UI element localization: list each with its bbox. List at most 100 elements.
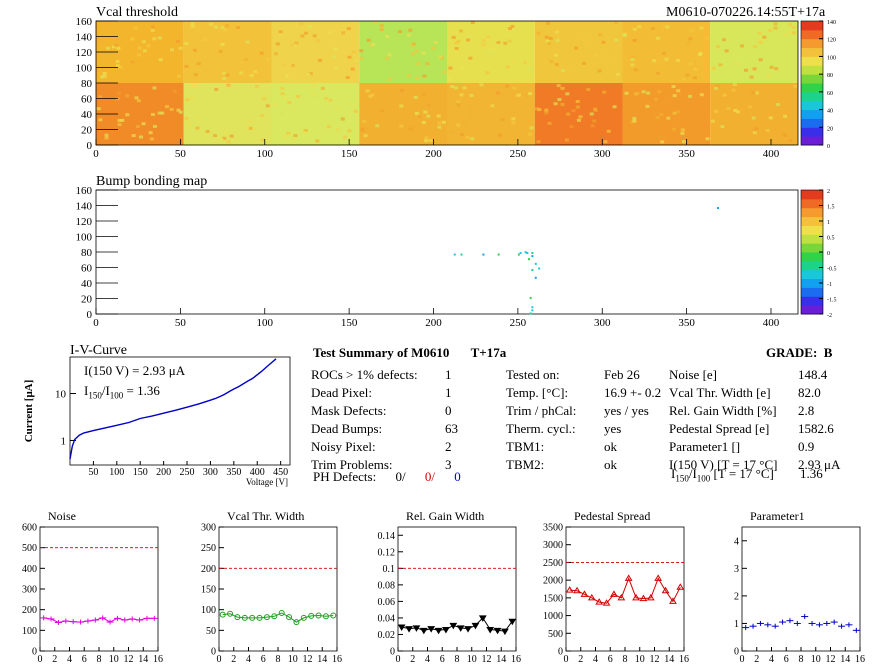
roc-noise-pixel: [567, 69, 572, 73]
roc-noise-pixel: [614, 38, 619, 42]
data-point: [315, 612, 322, 619]
data-point: [632, 593, 640, 601]
roc-noise-pixel: [328, 98, 333, 102]
roc-noise-pixel: [467, 107, 472, 111]
roc-noise-pixel: [528, 92, 533, 96]
roc-noise-pixel: [787, 30, 792, 34]
roc-noise-pixel: [280, 111, 285, 115]
roc-noise-pixel: [178, 110, 183, 114]
roc-noise-pixel: [98, 95, 103, 99]
roc-plot-frame: [39, 526, 159, 652]
data-point: [565, 586, 574, 593]
summary-label: Trim Problems:: [311, 457, 393, 472]
roc-block-fill: [534, 83, 623, 145]
data-point: [434, 627, 443, 635]
iv-annotation-2-post: = 1.36: [123, 383, 160, 398]
roc-noise-pixel: [399, 89, 404, 93]
y-tick-label: 1: [61, 435, 67, 447]
roc-noise-pixel: [632, 27, 637, 31]
data-point: [330, 612, 337, 619]
summary-label: Mask Defects:: [311, 403, 387, 418]
roc-noise-pixel: [150, 113, 155, 117]
roc-noise-pixel: [635, 91, 640, 95]
roc-noise-pixel: [135, 125, 140, 129]
y-tick-label: 0: [87, 140, 93, 152]
colorbar-label: 2: [827, 189, 830, 195]
data-point: [486, 627, 495, 634]
roc-noise-pixel: [555, 39, 560, 43]
roc-noise-pixel: [221, 71, 226, 75]
data-point: [419, 627, 428, 635]
roc-noise-pixel: [510, 24, 515, 28]
colorbar-band: [801, 234, 823, 244]
summary-label: TBM1:: [506, 439, 545, 454]
data-point: [412, 625, 421, 632]
y-tick-label: 2000: [543, 576, 563, 587]
roc-noise-pixel: [511, 117, 516, 121]
summary-label: Dead Bumps:: [311, 421, 383, 436]
colorbar-label: 0: [827, 251, 830, 257]
x-tick-label: 200: [425, 317, 442, 329]
dead-bump: [519, 252, 522, 254]
roc-noise-pixel: [213, 134, 218, 138]
roc-noise-pixel: [755, 91, 760, 95]
roc-noise-pixel: [354, 59, 359, 63]
summary-row: Temp. [°C]: 16.9 +- 0.2: [506, 384, 674, 402]
dead-bump: [534, 262, 537, 265]
y-tick-label: 40: [81, 109, 93, 121]
summary-value: 1: [445, 385, 452, 400]
x-tick-label: 16: [332, 654, 342, 665]
roc-noise-pixel: [718, 63, 723, 67]
summary-row: Trim / phCal: yes / yes: [506, 402, 674, 420]
roc-noise-pixel: [116, 46, 121, 50]
roc-noise-pixel: [157, 111, 162, 115]
x-tick-label: 8: [455, 654, 460, 665]
roc-noise-pixel: [310, 92, 315, 96]
vcal-title: Vcal threshold: [96, 5, 179, 20]
colorbar-label: 1.5: [827, 205, 835, 211]
roc-noise-pixel: [682, 140, 687, 144]
y-tick-label: 60: [81, 94, 93, 106]
roc-noise-pixel: [505, 84, 510, 88]
roc-noise-pixel: [278, 30, 283, 34]
summary-row: Parameter1 [] 0.9: [669, 438, 868, 456]
roc-noise-pixel: [343, 135, 348, 139]
roc-noise-pixel: [406, 73, 411, 77]
roc-noise-pixel: [459, 29, 464, 33]
roc-noise-pixel: [424, 139, 429, 143]
roc-noise-pixel: [629, 120, 634, 124]
roc-noise-pixel: [456, 40, 461, 44]
roc-noise-pixel: [290, 63, 295, 67]
summary-value: ok: [604, 457, 617, 472]
roc-noise-pixel: [630, 63, 635, 67]
roc-block: [710, 83, 798, 145]
roc-noise-pixel: [303, 129, 308, 133]
y-tick-label: 100: [22, 626, 37, 637]
roc-noise-pixel: [448, 66, 453, 70]
roc-noise-pixel: [170, 48, 175, 52]
summary-label: Dead Pixel:: [311, 385, 373, 400]
roc-noise-pixel: [370, 93, 375, 97]
roc-noise-pixel: [302, 131, 307, 135]
roc-noise-pixel: [466, 38, 471, 42]
x-tick-label: 0: [93, 148, 99, 160]
roc-noise-pixel: [459, 133, 464, 137]
roc-noise-pixel: [768, 28, 773, 32]
dead-bump: [524, 251, 527, 254]
roc-noise-pixel: [340, 117, 345, 121]
y-tick-label: 300: [201, 523, 216, 534]
x-tick-label: 2: [578, 654, 583, 665]
roc-noise-pixel: [633, 68, 638, 72]
summary-value: ok: [604, 439, 617, 454]
roc-noise-pixel: [280, 86, 285, 90]
data-point: [501, 628, 509, 636]
roc-noise-pixel: [399, 124, 404, 128]
roc-noise-pixel: [292, 44, 297, 48]
roc-block: [271, 83, 360, 145]
module-id-title: M0610-070226.14:55T+17a: [666, 5, 826, 20]
roc-noise-pixel: [637, 25, 642, 29]
roc-noise-pixel: [115, 59, 120, 63]
roc-noise-pixel: [287, 101, 292, 105]
roc-noise-pixel: [334, 66, 339, 70]
